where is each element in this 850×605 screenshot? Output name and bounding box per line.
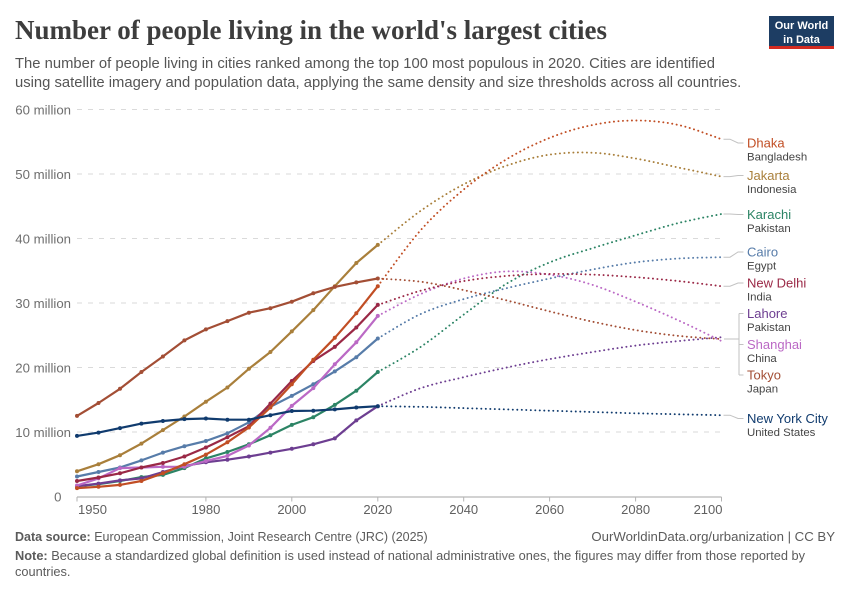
svg-text:China: China [747,353,777,365]
svg-text:1980: 1980 [191,502,220,517]
svg-text:2060: 2060 [535,502,564,517]
svg-text:India: India [747,292,772,304]
svg-text:Lahore: Lahore [747,306,787,321]
svg-text:40 million: 40 million [15,232,71,247]
svg-text:Tokyo: Tokyo [747,368,781,383]
svg-text:Karachi: Karachi [747,207,791,222]
svg-text:Indonesia: Indonesia [747,184,797,196]
svg-text:Pakistan: Pakistan [747,322,791,334]
svg-text:1950: 1950 [78,502,107,517]
svg-text:10 million: 10 million [15,425,71,440]
svg-text:Cairo: Cairo [747,245,778,260]
svg-text:2020: 2020 [363,502,392,517]
svg-text:20 million: 20 million [15,361,71,376]
svg-text:2100: 2100 [694,502,723,517]
svg-text:Shanghai: Shanghai [747,337,802,352]
svg-text:Dhaka: Dhaka [747,136,785,151]
svg-text:Bangladesh: Bangladesh [747,152,807,164]
svg-text:2000: 2000 [277,502,306,517]
svg-text:New York City: New York City [747,411,828,426]
svg-text:30 million: 30 million [15,296,71,311]
svg-text:Japan: Japan [747,384,778,396]
svg-text:0: 0 [54,490,61,505]
svg-text:2040: 2040 [449,502,478,517]
svg-text:United States: United States [747,427,816,439]
svg-text:Egypt: Egypt [747,261,777,273]
svg-text:60 million: 60 million [15,103,71,118]
svg-text:New Delhi: New Delhi [747,276,806,291]
svg-text:Pakistan: Pakistan [747,223,791,235]
svg-text:2080: 2080 [621,502,650,517]
svg-text:50 million: 50 million [15,167,71,182]
svg-text:Jakarta: Jakarta [747,168,790,183]
